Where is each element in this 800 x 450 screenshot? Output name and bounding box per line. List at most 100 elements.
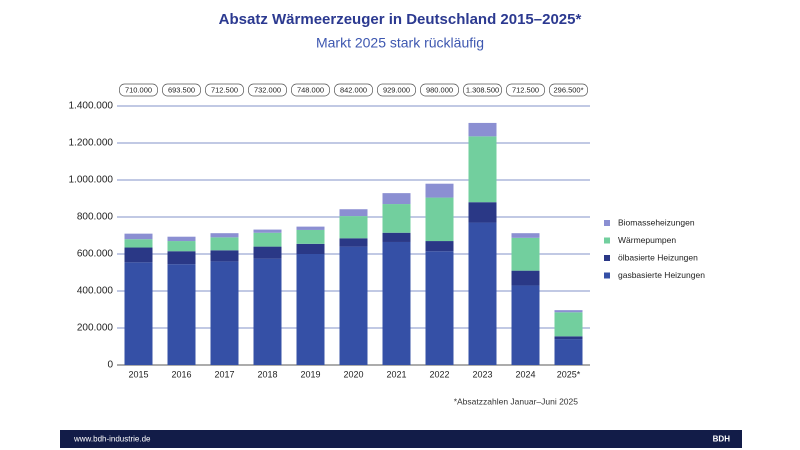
footer-url: www.bdh-industrie.de bbox=[73, 435, 151, 444]
legend-swatch bbox=[604, 272, 610, 279]
legend-swatch bbox=[604, 220, 610, 226]
total-pill bbox=[506, 83, 545, 97]
legend-swatch bbox=[604, 237, 610, 244]
y-tick-label: 1.400.000 bbox=[69, 101, 114, 112]
bar-segment bbox=[468, 136, 497, 203]
y-tick-label: 400.000 bbox=[77, 286, 114, 297]
bar-segment bbox=[124, 239, 153, 248]
bar-segment bbox=[210, 261, 239, 365]
bar-segment bbox=[468, 202, 497, 223]
legend-label: Wärmepumpen bbox=[618, 235, 676, 245]
bar-segment bbox=[167, 264, 196, 365]
x-tick-label: 2024 bbox=[515, 369, 535, 379]
bar-segment bbox=[382, 204, 411, 233]
bar-segment bbox=[425, 241, 454, 252]
y-tick-label: 600.000 bbox=[77, 249, 114, 260]
total-pill bbox=[248, 83, 287, 97]
total-pill bbox=[205, 83, 244, 97]
bar-segment bbox=[554, 310, 583, 313]
total-pill bbox=[119, 83, 158, 97]
total-pill bbox=[463, 83, 502, 97]
footer-brand: BDH bbox=[713, 435, 731, 444]
x-tick-label: 2025* bbox=[557, 369, 581, 379]
bar-segment bbox=[253, 258, 282, 365]
bar-segment bbox=[167, 241, 196, 252]
x-tick-label: 2018 bbox=[257, 369, 277, 379]
total-label: 732.000 bbox=[254, 85, 281, 94]
total-pill bbox=[334, 83, 373, 97]
bar-segment bbox=[210, 250, 239, 262]
bar-segment bbox=[339, 246, 368, 365]
bar-segment bbox=[425, 197, 454, 242]
y-tick-label: 800.000 bbox=[77, 212, 114, 223]
x-tick-label: 2023 bbox=[472, 369, 492, 379]
total-label: 296.500* bbox=[553, 85, 583, 94]
bar-segment bbox=[339, 238, 368, 247]
bar-segment bbox=[253, 232, 282, 247]
x-tick-label: 2020 bbox=[343, 369, 363, 379]
total-label: 929.000 bbox=[383, 85, 410, 94]
bar-segment bbox=[511, 270, 540, 286]
y-tick-label: 1.200.000 bbox=[69, 138, 114, 149]
x-tick-label: 2015 bbox=[128, 369, 148, 379]
total-pill bbox=[291, 83, 330, 97]
total-label: 712.500 bbox=[211, 85, 238, 94]
bar-segment bbox=[382, 232, 411, 242]
bar-segment bbox=[511, 233, 540, 238]
bar-segment bbox=[511, 237, 540, 271]
chart-subtitle: Markt 2025 stark rückläufig bbox=[316, 35, 484, 51]
footer-bar bbox=[60, 430, 742, 448]
bar-segment bbox=[296, 226, 325, 230]
bar-segment bbox=[167, 251, 196, 265]
total-label: 712.500 bbox=[512, 85, 539, 94]
bar-segment bbox=[124, 233, 153, 240]
x-tick-label: 2016 bbox=[171, 369, 191, 379]
bar-segment bbox=[468, 122, 497, 137]
total-label: 710.000 bbox=[125, 85, 152, 94]
total-pill bbox=[162, 83, 201, 97]
bar-segment bbox=[253, 246, 282, 259]
x-tick-label: 2022 bbox=[429, 369, 449, 379]
bar-segment bbox=[382, 241, 411, 365]
x-tick-label: 2017 bbox=[214, 369, 234, 379]
bar-segment bbox=[554, 312, 583, 337]
bar-segment bbox=[124, 262, 153, 365]
legend-swatch bbox=[604, 255, 610, 261]
bar-segment bbox=[554, 339, 583, 365]
x-tick-label: 2021 bbox=[386, 369, 406, 379]
total-pill bbox=[549, 83, 588, 97]
bar-segment bbox=[425, 183, 454, 198]
total-pill bbox=[420, 83, 459, 97]
bar-segment bbox=[253, 229, 282, 233]
legend-label: Biomasseheizungen bbox=[618, 217, 695, 227]
bar-segment bbox=[554, 336, 583, 340]
y-tick-label: 200.000 bbox=[77, 323, 114, 334]
total-label: 693.500 bbox=[168, 85, 195, 94]
bar-segment bbox=[296, 243, 325, 254]
bar-segment bbox=[296, 229, 325, 244]
bar-segment bbox=[468, 222, 497, 365]
bar-segment bbox=[210, 233, 239, 238]
legend-label: gasbasierte Heizungen bbox=[618, 270, 705, 280]
bar-segment bbox=[511, 285, 540, 365]
total-label: 842.000 bbox=[340, 85, 367, 94]
bar-segment bbox=[296, 254, 325, 365]
bar-segment bbox=[167, 236, 196, 242]
chart-title: Absatz Wärmeerzeuger in Deutschland 2015… bbox=[219, 11, 582, 28]
total-label: 980.000 bbox=[426, 85, 453, 94]
bar-segment bbox=[339, 209, 368, 217]
total-label: 748.000 bbox=[297, 85, 324, 94]
footnote: *Absatzzahlen Januar–Juni 2025 bbox=[454, 396, 579, 406]
bar-segment bbox=[425, 251, 454, 365]
bar-segment bbox=[124, 247, 153, 263]
y-tick-label: 0 bbox=[107, 360, 113, 371]
total-pill bbox=[377, 83, 416, 97]
legend-label: ölbasierte Heizungen bbox=[618, 252, 698, 262]
total-label: 1.308.500 bbox=[466, 85, 499, 94]
x-tick-label: 2019 bbox=[300, 369, 320, 379]
y-tick-label: 1.000.000 bbox=[69, 175, 114, 186]
bar-segment bbox=[339, 216, 368, 239]
bar-segment bbox=[210, 237, 239, 251]
bar-segment bbox=[382, 193, 411, 205]
